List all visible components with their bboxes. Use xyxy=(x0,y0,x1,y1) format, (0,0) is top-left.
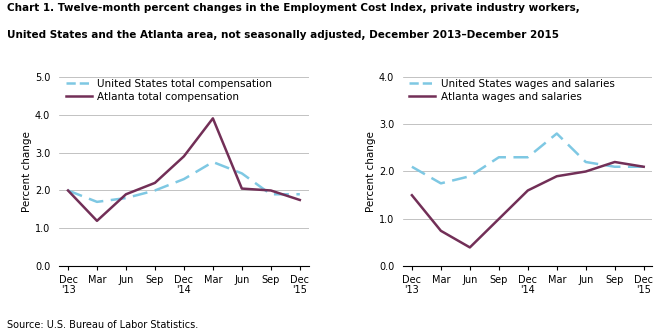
Y-axis label: Percent change: Percent change xyxy=(22,131,32,212)
Atlanta wages and salaries xyxy=(495,217,503,221)
Line: United States wages and salaries: United States wages and salaries xyxy=(412,134,644,183)
United States wages and salaries xyxy=(553,132,561,136)
United States wages and salaries xyxy=(640,165,648,169)
United States total compensation xyxy=(296,192,304,196)
Atlanta total compensation xyxy=(64,188,72,192)
Text: Source: U.S. Bureau of Labor Statistics.: Source: U.S. Bureau of Labor Statistics. xyxy=(7,320,198,330)
Atlanta total compensation xyxy=(267,188,275,192)
Atlanta total compensation xyxy=(238,186,246,190)
Legend: United States wages and salaries, Atlanta wages and salaries: United States wages and salaries, Atlant… xyxy=(409,78,616,103)
Legend: United States total compensation, Atlanta total compensation: United States total compensation, Atlant… xyxy=(65,78,273,103)
United States total compensation xyxy=(238,171,246,175)
Y-axis label: Percent change: Percent change xyxy=(366,131,376,212)
United States wages and salaries xyxy=(408,165,416,169)
United States wages and salaries xyxy=(437,181,445,185)
United States wages and salaries xyxy=(611,165,619,169)
United States total compensation xyxy=(180,177,188,181)
United States total compensation xyxy=(93,200,101,204)
United States total compensation xyxy=(267,192,275,196)
Atlanta wages and salaries xyxy=(524,188,532,192)
Atlanta total compensation xyxy=(180,154,188,158)
United States total compensation xyxy=(122,196,130,200)
United States wages and salaries xyxy=(495,155,503,159)
Line: Atlanta wages and salaries: Atlanta wages and salaries xyxy=(412,162,644,247)
Text: Chart 1. Twelve-month percent changes in the Employment Cost Index, private indu: Chart 1. Twelve-month percent changes in… xyxy=(7,3,579,13)
Atlanta total compensation xyxy=(296,198,304,202)
Text: United States and the Atlanta area, not seasonally adjusted, December 2013–Decem: United States and the Atlanta area, not … xyxy=(7,30,559,40)
Line: Atlanta total compensation: Atlanta total compensation xyxy=(68,118,300,221)
United States total compensation xyxy=(209,160,217,164)
Atlanta total compensation xyxy=(122,192,130,196)
Atlanta wages and salaries xyxy=(553,174,561,178)
Atlanta wages and salaries xyxy=(408,193,416,197)
Atlanta wages and salaries xyxy=(611,160,619,164)
United States total compensation xyxy=(151,188,159,192)
United States total compensation xyxy=(64,188,72,192)
Atlanta wages and salaries xyxy=(582,169,590,173)
United States wages and salaries xyxy=(582,160,590,164)
Atlanta total compensation xyxy=(93,219,101,223)
United States wages and salaries xyxy=(466,174,474,178)
Atlanta total compensation xyxy=(151,181,159,185)
Atlanta wages and salaries xyxy=(640,165,648,169)
Line: United States total compensation: United States total compensation xyxy=(68,162,300,202)
Atlanta wages and salaries xyxy=(437,229,445,233)
Atlanta total compensation xyxy=(209,116,217,120)
Atlanta wages and salaries xyxy=(466,245,474,249)
United States wages and salaries xyxy=(524,155,532,159)
